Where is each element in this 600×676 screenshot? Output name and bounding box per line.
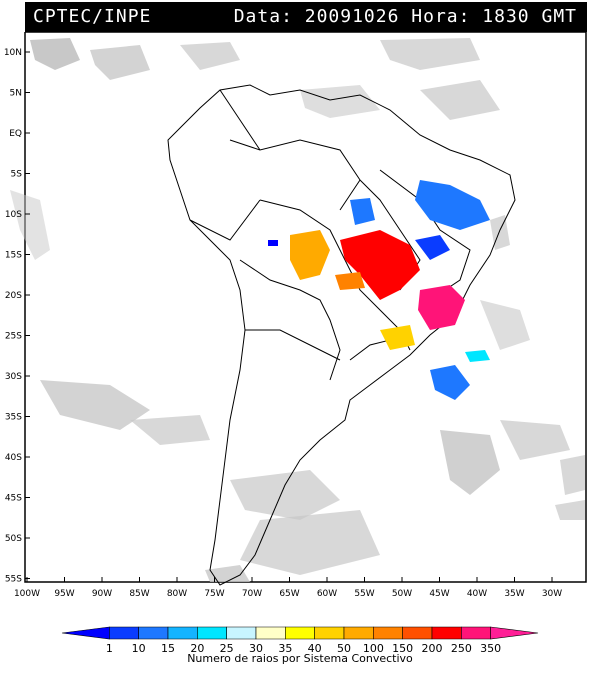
lat-label: 55S <box>5 575 22 585</box>
legend-value: 350 <box>480 642 501 655</box>
storm-mato-grosso <box>340 230 420 300</box>
lat-label: 10N <box>4 48 22 58</box>
legend-swatch <box>343 626 374 640</box>
lat-label: 40S <box>5 453 22 463</box>
legend-swatch <box>109 626 139 640</box>
legend-value: 1 <box>106 642 113 655</box>
border-north <box>229 139 361 211</box>
legend-swatch <box>197 626 227 640</box>
lon-label: 90W <box>92 589 112 599</box>
map-svg: 10N5NEQ5S10S15S20S25S30S35S40S45S50S55S … <box>4 31 587 665</box>
legend-swatch <box>255 626 286 640</box>
lon-label: 30W <box>542 589 562 599</box>
lat-label: 15S <box>5 251 22 261</box>
legend-swatch <box>461 626 491 640</box>
lat-label: 30S <box>5 372 22 382</box>
storm-nordeste <box>415 180 490 230</box>
lat-label: 20S <box>5 291 22 301</box>
lon-label: 95W <box>54 589 74 599</box>
lon-label: 35W <box>504 589 524 599</box>
legend-swatch <box>138 626 169 640</box>
lat-label: 50S <box>5 534 22 544</box>
border-brazil-states <box>379 169 471 301</box>
legend-value: 10 <box>132 642 146 655</box>
storm-atlantic <box>430 365 470 400</box>
storm-goias <box>415 235 450 260</box>
header-datetime: Data: 20091026 Hora: 1830 GMT <box>233 6 577 27</box>
legend-swatch <box>402 626 433 640</box>
legend-values: 1 10 15 20 25 30 35 40 50 100 150 200 250 350 <box>106 642 501 655</box>
storm-goias-small <box>350 198 375 225</box>
latitude-labels: 10N 5N EQ 5S 10S 15S 20S 25S 30S 35S 40S 45S 50S 55S <box>4 48 30 585</box>
coastlines <box>167 84 516 586</box>
legend-swatch <box>373 626 403 640</box>
legend-value: 40 <box>308 642 322 655</box>
map-header: CPTEC/INPE Data: 20091026 Hora: 1830 GMT <box>25 2 587 32</box>
storm-tiny-west <box>268 240 278 246</box>
border-uruguay <box>349 339 391 361</box>
lat-label: 5N <box>10 89 22 99</box>
lon-label: 65W <box>279 589 299 599</box>
legend-swatch <box>490 626 539 640</box>
south-america-coast <box>167 84 516 586</box>
legend-swatch <box>285 626 315 640</box>
border-andes <box>239 259 341 381</box>
lat-label: 25S <box>5 332 22 342</box>
legend-value: 30 <box>249 642 263 655</box>
legend-title: Numero de raios por Sistema Convectivo <box>187 652 413 665</box>
legend-value: 50 <box>337 642 351 655</box>
legend-value: 20 <box>190 642 204 655</box>
legend-value: 200 <box>422 642 443 655</box>
storm-atlantic-small <box>465 350 490 362</box>
legend-value: 15 <box>161 642 175 655</box>
lon-label: 60W <box>317 589 337 599</box>
longitude-labels: 100W 95W 90W 85W 80W 75W 70W 65W 60W 55W 50W 45W 40W… <box>14 577 562 599</box>
lon-label: 50W <box>392 589 412 599</box>
lon-label: 45W <box>429 589 449 599</box>
legend-swatch <box>167 626 198 640</box>
lat-label: 10S <box>5 210 22 220</box>
storm-parana <box>380 325 415 350</box>
lon-label: 80W <box>167 589 187 599</box>
lat-label: 5S <box>11 170 23 180</box>
lon-label: 70W <box>242 589 262 599</box>
lon-label: 75W <box>204 589 224 599</box>
legend-value: 35 <box>278 642 292 655</box>
lon-label: 55W <box>354 589 374 599</box>
lon-label: 100W <box>14 589 40 599</box>
lat-label: EQ <box>9 129 22 139</box>
legend-swatch <box>226 626 257 640</box>
legend-swatch <box>431 626 462 640</box>
convective-systems <box>268 180 490 400</box>
satellite-clouds <box>10 38 585 582</box>
map-area: 10N 5N EQ 5S 10S 15S 20S 25S 30S 35S 40S 45S 50S 55S … <box>0 31 600 672</box>
legend-value: 150 <box>392 642 413 655</box>
border-argentina <box>245 329 341 361</box>
header-title: CPTEC/INPE <box>33 6 152 27</box>
legend-value: 25 <box>220 642 234 655</box>
lat-label: 35S <box>5 413 22 423</box>
legend-value: 100 <box>363 642 384 655</box>
lon-label: 85W <box>129 589 149 599</box>
border-colombia <box>219 89 261 151</box>
storm-bolivia <box>290 230 330 280</box>
lon-label: 40W <box>467 589 487 599</box>
legend-swatch <box>61 626 110 640</box>
border-peru <box>189 199 261 241</box>
storm-southeast <box>418 285 465 330</box>
legend-swatch <box>314 626 345 640</box>
storm-paraguay <box>335 272 365 290</box>
color-legend <box>61 626 539 640</box>
legend-value: 250 <box>451 642 472 655</box>
lat-label: 45S <box>5 494 22 504</box>
